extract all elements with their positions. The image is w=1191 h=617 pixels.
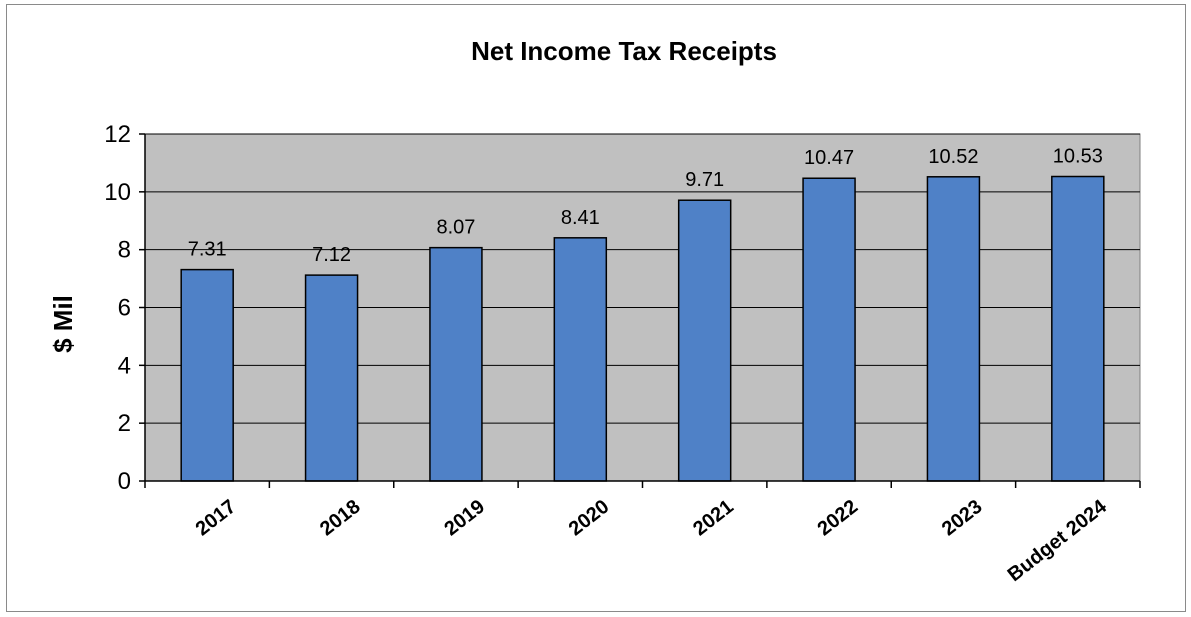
y-tick-label: 12 (104, 121, 131, 148)
x-tick-label: 2018 (316, 496, 365, 541)
bar-2017 (180, 268, 234, 482)
bar-budget-2024 (1051, 175, 1105, 482)
data-label: 8.41 (561, 207, 600, 229)
y-tick-label: 8 (118, 237, 131, 264)
data-label: 9.71 (685, 169, 724, 191)
x-tick-label: 2017 (192, 496, 241, 541)
bar-2022 (802, 177, 856, 482)
bars (180, 175, 1105, 482)
y-tick-label: 10 (104, 179, 131, 206)
bar-2019 (429, 246, 483, 482)
data-label: 7.31 (188, 239, 227, 261)
y-tick-label: 0 (118, 468, 131, 495)
data-label: 8.07 (436, 217, 475, 239)
x-tick-label: 2021 (689, 496, 738, 541)
y-axis: 0 2 4 6 8 10 12 (104, 121, 146, 495)
x-axis: 2017 2018 2019 2020 2021 2022 2023 Budget 2024 (144, 480, 1141, 586)
data-label: 10.53 (1053, 146, 1103, 168)
bar-2021 (677, 199, 732, 482)
data-label: 10.52 (928, 146, 978, 168)
bar-2023 (926, 176, 981, 482)
x-tick-label: Budget 2024 (1004, 495, 1112, 586)
y-tick-label: 6 (118, 295, 131, 322)
x-tick-label: 2020 (565, 496, 614, 541)
data-label: 7.12 (312, 244, 351, 266)
y-tick-label: 4 (118, 352, 131, 379)
x-tick-label: 2022 (814, 496, 863, 541)
bar-2020 (553, 237, 608, 482)
data-label: 10.47 (804, 147, 854, 169)
chart-title: Net Income Tax Receipts (471, 36, 777, 66)
y-tick-label: 2 (118, 410, 131, 437)
x-tick-label: 2019 (440, 496, 489, 541)
bar-2018 (304, 274, 359, 482)
x-tick-label: 2023 (938, 496, 987, 541)
y-axis-label: $ Mil (48, 295, 78, 353)
data-labels: 7.31 7.12 8.07 8.41 9.71 10.47 10.52 10.53 (188, 146, 1103, 267)
